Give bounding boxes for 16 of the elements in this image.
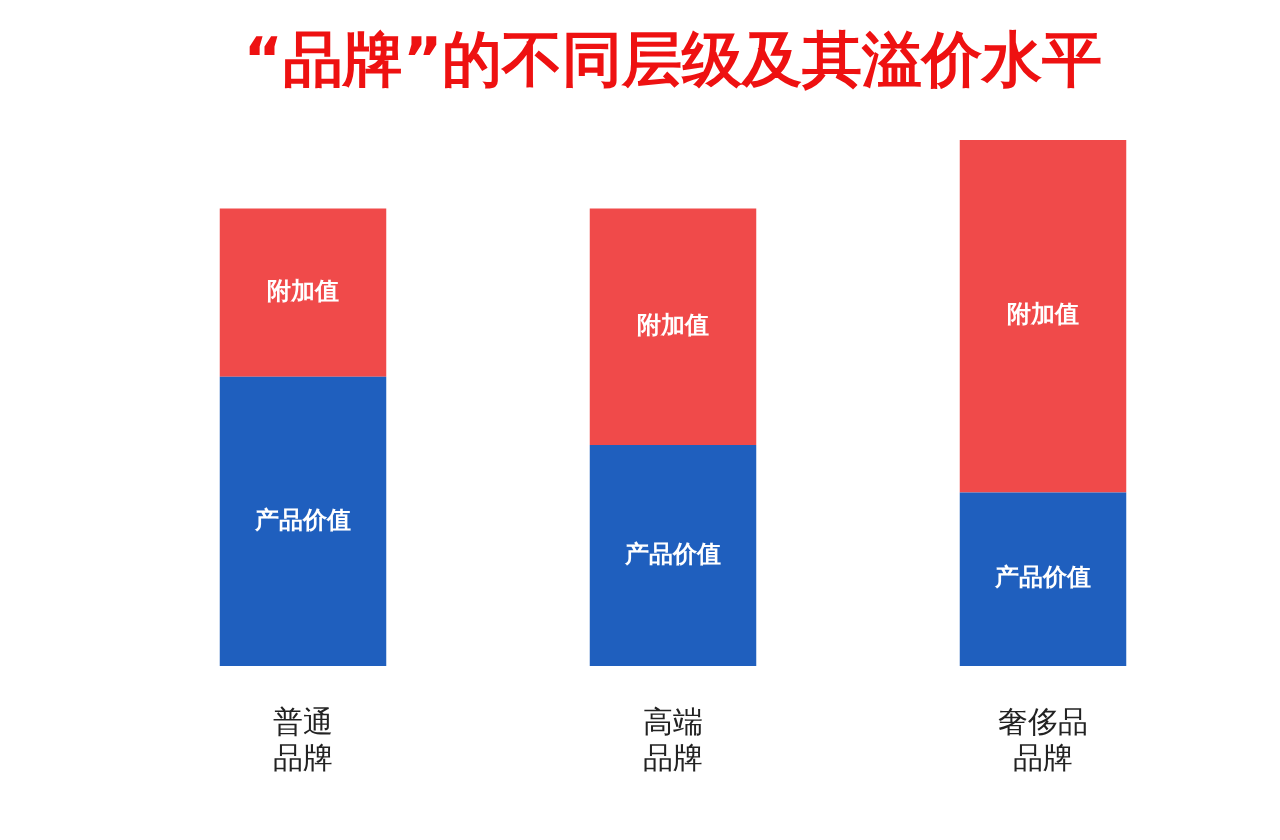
series-label: 产品价值 bbox=[254, 505, 351, 534]
text: 产品价值 bbox=[625, 539, 721, 568]
bar bbox=[589, 445, 757, 666]
x-tick-label: 高端品牌 bbox=[643, 703, 703, 775]
bar bbox=[959, 492, 1127, 666]
x-tick-label: 普通品牌 bbox=[273, 703, 333, 775]
series-label: 附加值 bbox=[267, 276, 339, 305]
bar bbox=[959, 140, 1127, 493]
chart-title: “品牌”的不同层级及其溢价水平 bbox=[243, 23, 1103, 94]
text: 产品价值 bbox=[995, 563, 1091, 592]
x-tick-label: 奢侈品品牌 bbox=[998, 703, 1088, 775]
bar bbox=[219, 376, 387, 666]
text: 附加值 bbox=[1007, 300, 1079, 329]
text: 附加值 bbox=[637, 310, 709, 339]
bar bbox=[589, 208, 757, 446]
bar bbox=[219, 208, 387, 377]
